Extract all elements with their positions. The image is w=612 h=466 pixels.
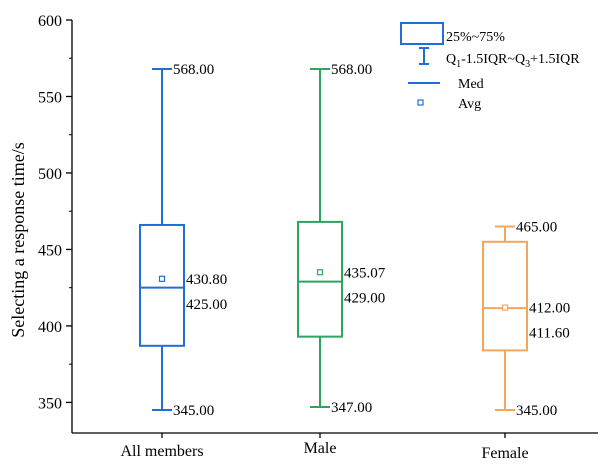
legend-whisker-label-part: 1 bbox=[456, 59, 461, 70]
mean-label: 435.07 bbox=[344, 265, 386, 281]
legend-whisker-label-part: +1.5IQR bbox=[530, 52, 580, 67]
median-label: 425.00 bbox=[186, 297, 227, 313]
legend-box-label: 25%~75% bbox=[446, 30, 505, 45]
legend-whisker-label-part: -1.5IQR~Q bbox=[461, 52, 525, 67]
mean-marker bbox=[158, 275, 166, 282]
y-tick-label: 350 bbox=[38, 395, 62, 412]
legend-mean-symbol bbox=[417, 99, 424, 106]
legend-whisker-label-part: Q bbox=[446, 52, 456, 67]
mean-marker bbox=[501, 304, 509, 311]
min-label: 347.00 bbox=[331, 400, 372, 416]
legend-whisker-label: Q1-1.5IQR~Q3+1.5IQR bbox=[446, 52, 580, 70]
x-category-label: All members bbox=[120, 443, 203, 460]
x-category-label: Male bbox=[304, 440, 337, 457]
box-group: 568.00 347.00 435.07 429.00 bbox=[297, 62, 386, 416]
axes: 350 400 450 500 550 600 All members Male Female bbox=[38, 13, 598, 462]
iqr-box bbox=[297, 220, 343, 338]
legend-box-symbol bbox=[400, 22, 444, 45]
max-label: 568.00 bbox=[331, 62, 372, 78]
x-category-label: Female bbox=[481, 445, 528, 461]
y-axis-title: Selecting a response time/s bbox=[8, 142, 28, 337]
legend-whisker-label-part: 3 bbox=[525, 59, 530, 70]
min-label: 345.00 bbox=[173, 403, 214, 419]
y-tick-label: 400 bbox=[38, 319, 62, 336]
y-tick-label: 450 bbox=[38, 242, 62, 259]
mean-label: 430.80 bbox=[186, 272, 227, 288]
y-tick-label: 500 bbox=[38, 166, 62, 183]
mean-label: 412.00 bbox=[529, 301, 570, 317]
max-label: 568.00 bbox=[173, 62, 214, 78]
legend-mean-label: Avg bbox=[458, 97, 481, 112]
median-label: 429.00 bbox=[344, 290, 385, 306]
y-tick-label: 600 bbox=[38, 13, 62, 30]
boxes: 568.00 345.00 430.80 425.00 568.00 347.00 435.… bbox=[139, 62, 570, 419]
iqr-box bbox=[139, 223, 185, 347]
max-label: 465.00 bbox=[516, 220, 557, 236]
box-group: 465.00 345.00 412.00 411.60 bbox=[482, 220, 570, 419]
legend: 25%~75% Q1-1.5IQR~Q3+1.5IQR Med Avg bbox=[400, 22, 580, 112]
mean-marker bbox=[316, 269, 324, 276]
iqr-box bbox=[482, 240, 528, 352]
legend-median-label: Med bbox=[458, 77, 484, 92]
box-group: 568.00 345.00 430.80 425.00 bbox=[139, 62, 227, 419]
min-label: 345.00 bbox=[516, 403, 557, 419]
y-tick-label: 550 bbox=[38, 89, 62, 106]
median-label: 411.60 bbox=[529, 326, 570, 342]
